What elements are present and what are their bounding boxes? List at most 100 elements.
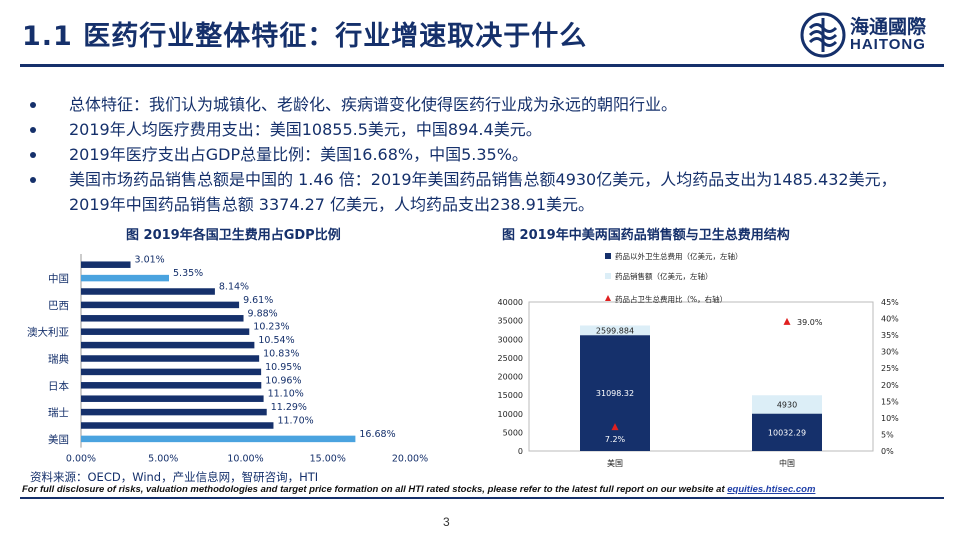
y2-tick-label: 10%: [881, 414, 899, 423]
category-label: 美国: [48, 433, 69, 446]
category-label: 巴西: [48, 300, 69, 312]
y2-tick-label: 15%: [881, 397, 899, 406]
bar: [81, 328, 250, 335]
bullet-text: 美国市场药品销售总额是中国的 1.46 倍：2019年美国药品销售总额4930亿…: [69, 170, 897, 214]
category-label: 澳大利亚: [27, 326, 69, 339]
right-chart-title: 图 2019年中美两国药品销售额与卫生总费用结构: [502, 228, 790, 243]
plot-area-frame: [528, 301, 874, 452]
bullet-item: 2019年医疗支出占GDP总量比例：美国16.68%，中国5.35%。: [30, 142, 935, 167]
bullet-text: 总体特征：我们认为城镇化、老龄化、疾病谱变化使得医药行业成为永远的朝阳行业。: [69, 95, 678, 114]
disclaimer: For full disclosure of risks, valuation …: [22, 484, 815, 495]
y2-tick-label: 0%: [881, 447, 894, 456]
bullet-dot: [30, 177, 36, 183]
y-tick-label: 20000: [498, 373, 523, 382]
legend-swatch: [605, 253, 611, 259]
y-tick-label: 15000: [498, 391, 523, 400]
footer-divider: [20, 497, 944, 499]
bar-value-label: 11.70%: [277, 416, 313, 427]
legend-swatch: [605, 295, 611, 301]
bar-value-label: 11.10%: [268, 389, 304, 400]
legend-label: 药品销售额（亿美元，左轴）: [615, 271, 713, 281]
bar-value-label: 16.68%: [359, 429, 395, 440]
left-chart-title: 图 2019年各国卫生费用占GDP比例: [126, 228, 341, 243]
header-divider: [20, 64, 944, 67]
segment-value-label: 10032.29: [768, 428, 806, 437]
category-label: 中国: [779, 458, 795, 468]
bar-value-label: 10.83%: [263, 349, 299, 360]
bar: [81, 274, 170, 282]
legend-label: 药品以外卫生总费用（亿美元，左轴）: [615, 251, 743, 261]
ratio-marker: [783, 317, 791, 325]
bar-value-label: 8.14%: [219, 282, 249, 293]
drug-sales-stacked-chart: 0 5000 10000 15000 20000 25000 30000 35000 40000…: [498, 251, 900, 468]
bullet-item: 总体特征：我们认为城镇化、老龄化、疾病谱变化使得医药行业成为永远的朝阳行业。: [30, 92, 935, 117]
segment-value-label: 4930: [777, 400, 797, 409]
haitong-logo: 海通國際 HAITONG: [800, 10, 950, 60]
y-tick-label: 10000: [498, 410, 523, 419]
bar-value-label: 10.54%: [258, 335, 294, 346]
bar-segment-drug-sales: [752, 395, 822, 414]
bullet-text: 2019年人均医疗费用支出：美国10855.5美元，中国894.4美元。: [69, 120, 542, 139]
bar-segment-non-drug: [580, 335, 650, 451]
bar-value-label: 10.95%: [265, 362, 301, 373]
y2-tick-label: 25%: [881, 364, 899, 373]
bar: [81, 301, 240, 309]
bar-segment-drug-sales: [580, 325, 650, 336]
y-tick-label: 0: [518, 447, 523, 456]
bullet-item: 2019年人均医疗费用支出：美国10855.5美元，中国894.4美元。: [30, 117, 935, 142]
y-tick-label: 25000: [498, 354, 523, 363]
logo-name-en: HAITONG: [850, 36, 926, 53]
legend-label: 药品占卫生总费用比（%，右轴）: [615, 294, 727, 304]
website-link[interactable]: equities.htisec.com: [727, 484, 816, 495]
y2-tick-label: 40%: [881, 315, 899, 324]
bar: [81, 315, 244, 322]
bar: [81, 382, 262, 389]
segment-value-label: 2599.884: [596, 326, 634, 335]
ratio-marker: [611, 423, 619, 431]
category-label: 美国: [607, 458, 623, 468]
bullet-list: 总体特征：我们认为城镇化、老龄化、疾病谱变化使得医药行业成为永远的朝阳行业。 2…: [30, 92, 935, 217]
y-tick-label: 35000: [498, 317, 523, 326]
y2-tick-label: 30%: [881, 348, 899, 357]
segment-value-label: 31098.32: [596, 389, 634, 398]
legend-swatch: [605, 273, 611, 279]
bar: [81, 368, 262, 376]
category-label: 中国: [48, 272, 69, 285]
y2-tick-label: 35%: [881, 331, 899, 340]
x-tick-label: 20.00%: [392, 454, 428, 465]
bar-value-label: 10.23%: [253, 322, 289, 333]
bullet-text: 2019年医疗支出占GDP总量比例：美国16.68%，中国5.35%。: [69, 145, 528, 164]
ratio-value-label: 39.0%: [797, 318, 823, 327]
bar: [81, 341, 255, 349]
bar: [81, 395, 264, 402]
bar-value-label: 9.61%: [243, 295, 273, 306]
bar-value-label: 10.96%: [265, 375, 301, 386]
y-tick-label: 30000: [498, 335, 523, 344]
y-tick-label: 5000: [503, 428, 523, 437]
bar-segment-non-drug: [752, 413, 822, 451]
bar: [81, 422, 274, 429]
bar: [81, 261, 131, 268]
bar: [81, 288, 215, 295]
x-tick-label: 15.00%: [310, 454, 346, 465]
bar-value-label: 5.35%: [173, 268, 203, 279]
bar-value-label: 3.01%: [135, 255, 165, 266]
data-source: 资料来源：OECD，Wind，产业信息网，智研咨询，HTI: [30, 470, 319, 484]
haitong-logo-icon: [800, 12, 846, 58]
x-tick-label: 10.00%: [227, 454, 263, 465]
page-number: 3: [443, 515, 450, 529]
bullet-item: 美国市场药品销售总额是中国的 1.46 倍：2019年美国药品销售总额4930亿…: [30, 167, 935, 217]
category-label: 日本: [48, 379, 69, 392]
bar-value-label: 11.29%: [271, 402, 307, 413]
category-label: 瑞士: [48, 406, 69, 419]
bar: [81, 355, 260, 362]
bullet-dot: [30, 127, 36, 133]
bullet-dot: [30, 102, 36, 108]
y2-tick-label: 45%: [881, 298, 899, 307]
category-label: 瑞典: [48, 353, 69, 366]
x-tick-label: 0.00%: [66, 454, 96, 465]
bar: [81, 435, 356, 443]
disclaimer-text: For full disclosure of risks, valuation …: [22, 484, 728, 495]
bullet-dot: [30, 152, 36, 158]
gdp-share-bar-chart: 3.01% 5.35% 中国 8.14% 9.61% 巴西 9.88% 10.23% 澳大利亚 1…: [27, 254, 428, 465]
